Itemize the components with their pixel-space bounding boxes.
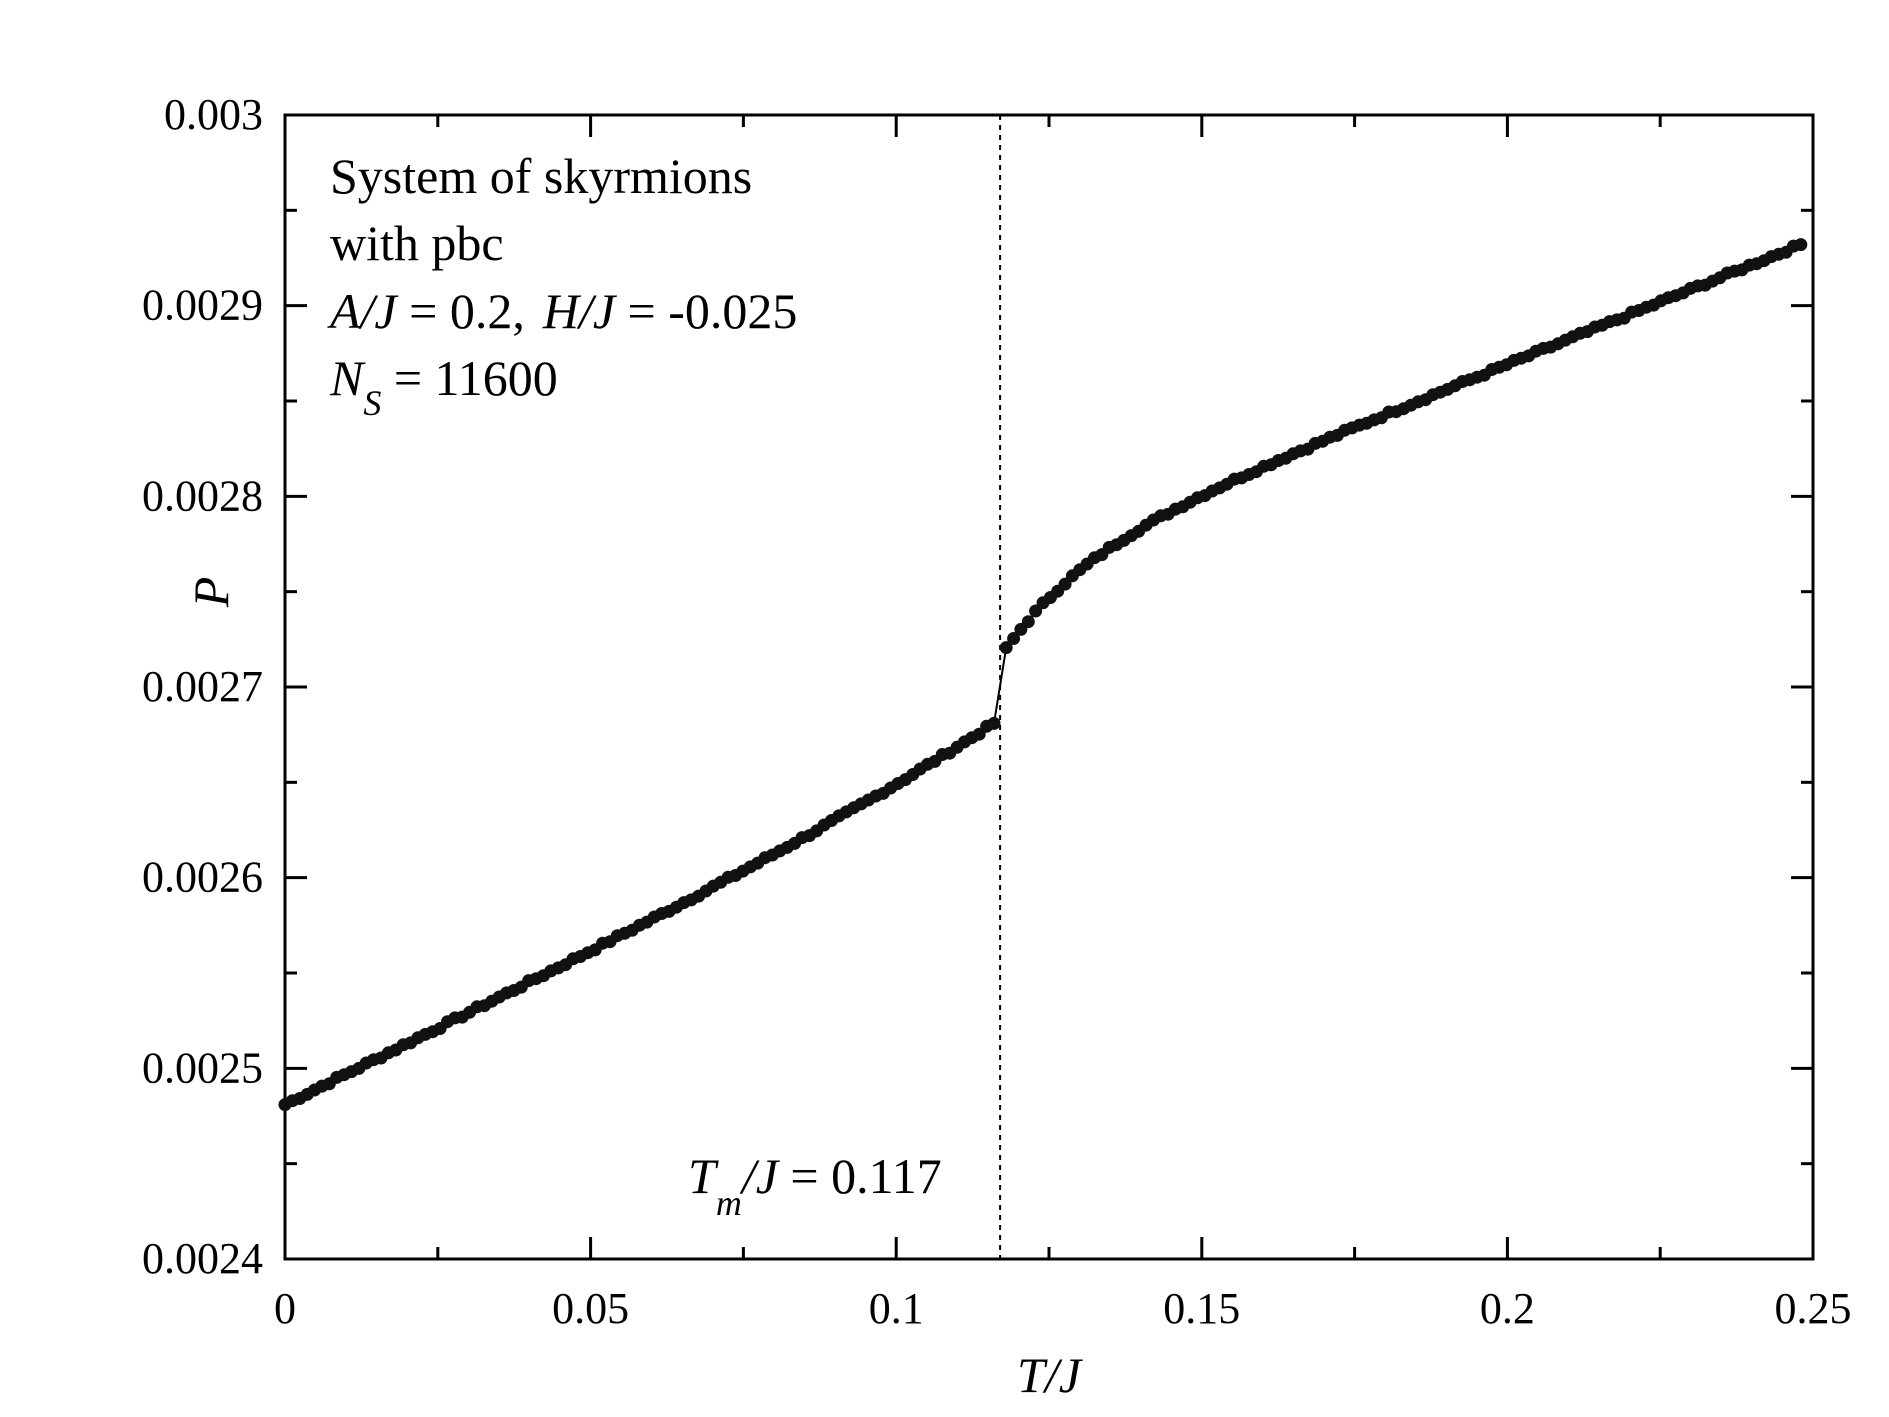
x-tick-label: 0 bbox=[274, 1284, 296, 1333]
annotation-line-1: System of skyrmions bbox=[330, 148, 752, 204]
axis-ticks bbox=[283, 113, 1815, 1261]
y-axis-title: P bbox=[183, 577, 239, 609]
annotation-line-4: NS = 11600 bbox=[329, 350, 558, 423]
y-tick-label: 0.003 bbox=[164, 90, 263, 139]
x-tick-label: 0.05 bbox=[552, 1284, 629, 1333]
data-point bbox=[987, 716, 1001, 730]
x-tick-label: 0.2 bbox=[1480, 1284, 1535, 1333]
y-tick-label: 0.0026 bbox=[142, 853, 263, 902]
axis-tick-labels: 0 0.05 0.1 0.15 0.2 0.25 0.0024 0.0025 0.0026 0.0… bbox=[142, 90, 1852, 1333]
data-point bbox=[1021, 615, 1035, 629]
transition-label: Tm/J = 0.117 bbox=[688, 1148, 942, 1223]
x-tick-label: 0.25 bbox=[1775, 1284, 1852, 1333]
x-axis-title: T/J bbox=[1017, 1347, 1084, 1403]
data-points bbox=[278, 238, 1808, 1112]
annotation-line-3: A/J = 0.2, H/J = -0.025 bbox=[327, 283, 797, 339]
annotation-line-2: with pbc bbox=[330, 215, 504, 271]
data-point bbox=[999, 641, 1013, 655]
y-tick-label: 0.0028 bbox=[142, 471, 263, 520]
data-point bbox=[1794, 238, 1808, 252]
y-tick-label: 0.0029 bbox=[142, 281, 263, 330]
y-tick-label: 0.0024 bbox=[142, 1234, 263, 1283]
y-tick-label: 0.0027 bbox=[142, 662, 263, 711]
data-point bbox=[1007, 632, 1021, 645]
annotation-box: System of skyrmions with pbc A/J = 0.2, H… bbox=[327, 148, 797, 423]
x-tick-label: 0.1 bbox=[869, 1284, 924, 1333]
y-tick-label: 0.0025 bbox=[142, 1043, 263, 1092]
x-tick-label: 0.15 bbox=[1163, 1284, 1240, 1333]
